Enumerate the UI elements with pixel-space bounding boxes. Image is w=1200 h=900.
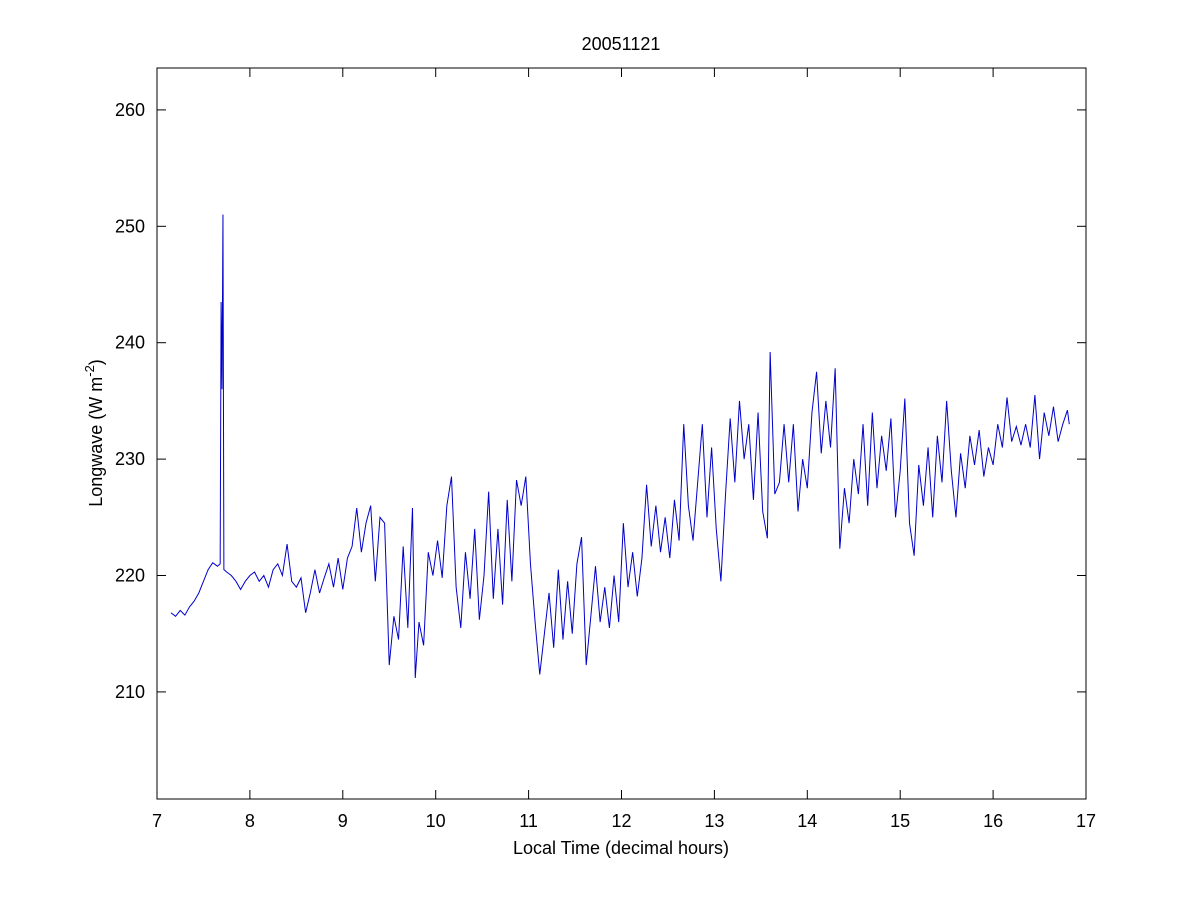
x-tick-label: 14 — [797, 811, 817, 831]
x-tick-label: 13 — [704, 811, 724, 831]
x-tick-label: 16 — [983, 811, 1003, 831]
y-axis-label: Longwave (W m-2) — [82, 359, 106, 507]
x-tick-label: 10 — [426, 811, 446, 831]
data-line — [170, 214, 1070, 678]
x-tick-label: 8 — [245, 811, 255, 831]
y-tick-label: 250 — [115, 216, 145, 236]
chart-title: 20051121 — [582, 34, 661, 54]
y-tick-label: 240 — [115, 333, 145, 353]
x-tick-label: 17 — [1076, 811, 1096, 831]
y-tick-label: 210 — [115, 682, 145, 702]
x-tick-label: 7 — [152, 811, 162, 831]
y-tick-label: 230 — [115, 449, 145, 469]
x-tick-label: 9 — [338, 811, 348, 831]
x-tick-label: 11 — [519, 811, 538, 831]
x-tick-label: 12 — [611, 811, 631, 831]
y-tick-label: 220 — [115, 566, 145, 586]
x-axis-label: Local Time (decimal hours) — [513, 838, 729, 858]
y-tick-label: 260 — [115, 100, 145, 120]
x-tick-label: 15 — [890, 811, 910, 831]
